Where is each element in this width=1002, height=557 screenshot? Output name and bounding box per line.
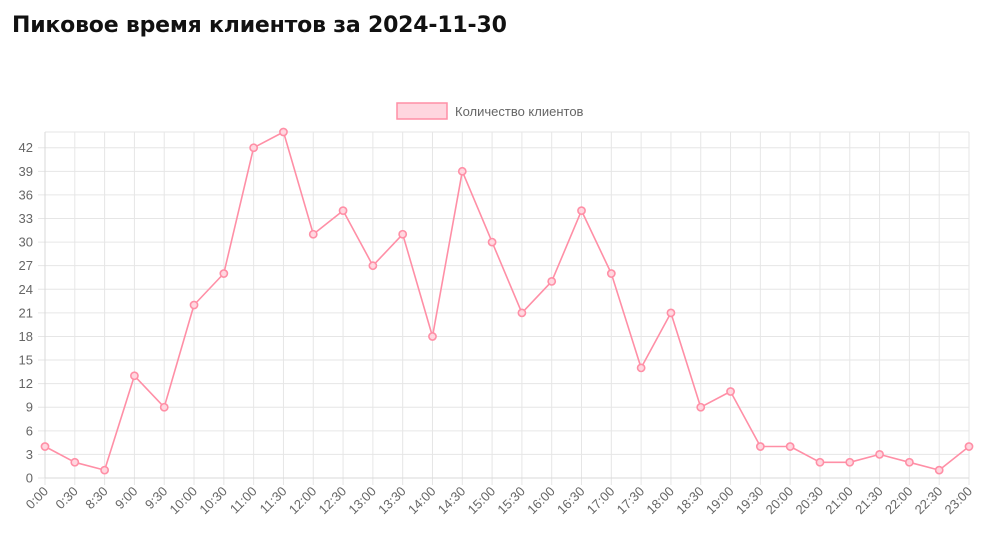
x-tick-label: 18:00 — [643, 484, 677, 518]
page-title: Пиковое время клиентов за 2024-11-30 — [12, 13, 507, 38]
x-tick-label: 18:30 — [673, 484, 707, 518]
x-tick-label: 21:00 — [822, 484, 856, 518]
data-point[interactable] — [636, 363, 646, 373]
x-tick-label: 21:30 — [852, 484, 886, 518]
y-tick-label: 39 — [19, 164, 33, 179]
y-tick-label: 21 — [19, 305, 33, 320]
y-tick-label: 30 — [19, 235, 33, 250]
data-point[interactable] — [726, 387, 735, 396]
chart-grid — [38, 131, 970, 485]
data-point[interactable] — [577, 206, 586, 216]
x-tick-label: 12:00 — [286, 484, 320, 518]
data-point[interactable] — [219, 269, 229, 278]
y-tick-label: 0 — [26, 471, 33, 486]
chart-series — [40, 127, 974, 475]
x-tick-label: 22:00 — [882, 484, 916, 518]
series-line-kolichestvo-klientov — [44, 131, 970, 471]
x-tick-label: 10:00 — [167, 484, 201, 518]
data-point[interactable] — [875, 450, 884, 459]
x-tick-label: 17:00 — [584, 484, 618, 518]
data-point[interactable] — [517, 308, 527, 318]
y-tick-label: 9 — [26, 400, 33, 415]
data-point[interactable] — [457, 166, 467, 176]
x-tick-label: 10:30 — [196, 484, 230, 518]
data-point[interactable] — [398, 229, 408, 239]
x-tick-label: 0:00 — [23, 484, 52, 513]
x-tick-label: 15:00 — [465, 484, 499, 518]
data-point[interactable] — [130, 371, 139, 381]
data-point[interactable] — [249, 143, 259, 153]
y-tick-label: 6 — [26, 423, 33, 438]
x-tick-label: 14:00 — [405, 484, 439, 518]
x-tick-label: 13:00 — [345, 484, 379, 518]
x-tick-label: 9:30 — [142, 484, 171, 513]
x-tick-label: 16:00 — [524, 484, 558, 518]
x-tick-label: 13:30 — [375, 484, 409, 518]
data-point[interactable] — [964, 442, 974, 451]
data-point[interactable] — [904, 457, 914, 467]
data-point[interactable] — [815, 457, 825, 467]
x-tick-label: 9:00 — [112, 484, 141, 513]
x-tick-label: 14:30 — [435, 484, 469, 518]
data-point[interactable] — [785, 442, 795, 451]
data-point[interactable] — [70, 457, 80, 467]
x-tick-label: 20:00 — [763, 484, 797, 518]
data-point[interactable] — [368, 261, 378, 271]
data-point[interactable] — [189, 300, 199, 310]
x-tick-label: 15:30 — [494, 484, 528, 518]
data-point[interactable] — [755, 442, 765, 451]
data-point[interactable] — [428, 332, 437, 341]
data-point[interactable] — [100, 465, 110, 475]
data-point[interactable] — [934, 465, 944, 475]
x-tick-label: 8:30 — [82, 484, 111, 513]
x-tick-label: 23:00 — [942, 484, 976, 518]
x-tick-label: 11:00 — [227, 484, 260, 517]
data-point[interactable] — [159, 402, 169, 412]
y-tick-label: 24 — [19, 282, 33, 297]
x-tick-label: 12:30 — [316, 484, 350, 518]
y-tick-label: 27 — [19, 258, 33, 273]
y-tick-label: 42 — [19, 140, 33, 155]
data-point[interactable] — [40, 442, 50, 451]
y-tick-label: 18 — [19, 329, 33, 344]
y-tick-label: 36 — [19, 187, 33, 202]
data-point[interactable] — [845, 457, 855, 467]
legend-swatch[interactable] — [396, 102, 448, 120]
chart-legend[interactable]: Количество клиентов — [396, 102, 584, 120]
data-point[interactable] — [487, 237, 497, 247]
y-tick-label: 33 — [19, 211, 33, 226]
y-tick-label: 15 — [19, 353, 33, 368]
data-point[interactable] — [666, 308, 676, 318]
data-point[interactable] — [606, 269, 616, 278]
y-tick-label: 3 — [26, 447, 33, 462]
y-tick-label: 12 — [19, 376, 33, 391]
x-tick-label: 20:30 — [792, 484, 826, 518]
legend-label[interactable]: Количество клиентов — [455, 104, 584, 119]
data-point[interactable] — [279, 127, 288, 137]
data-point[interactable] — [308, 229, 318, 239]
x-tick-label: 16:30 — [554, 484, 588, 518]
data-point[interactable] — [696, 402, 706, 412]
x-tick-label: 0:30 — [52, 484, 81, 513]
data-point[interactable] — [547, 277, 557, 286]
x-tick-label: 22:30 — [912, 484, 946, 518]
x-tick-label: 19:30 — [733, 484, 767, 518]
data-point[interactable] — [338, 206, 348, 216]
x-tick-label: 11:30 — [257, 484, 290, 517]
x-tick-label: 17:30 — [614, 484, 648, 518]
x-tick-label: 19:00 — [703, 484, 737, 518]
